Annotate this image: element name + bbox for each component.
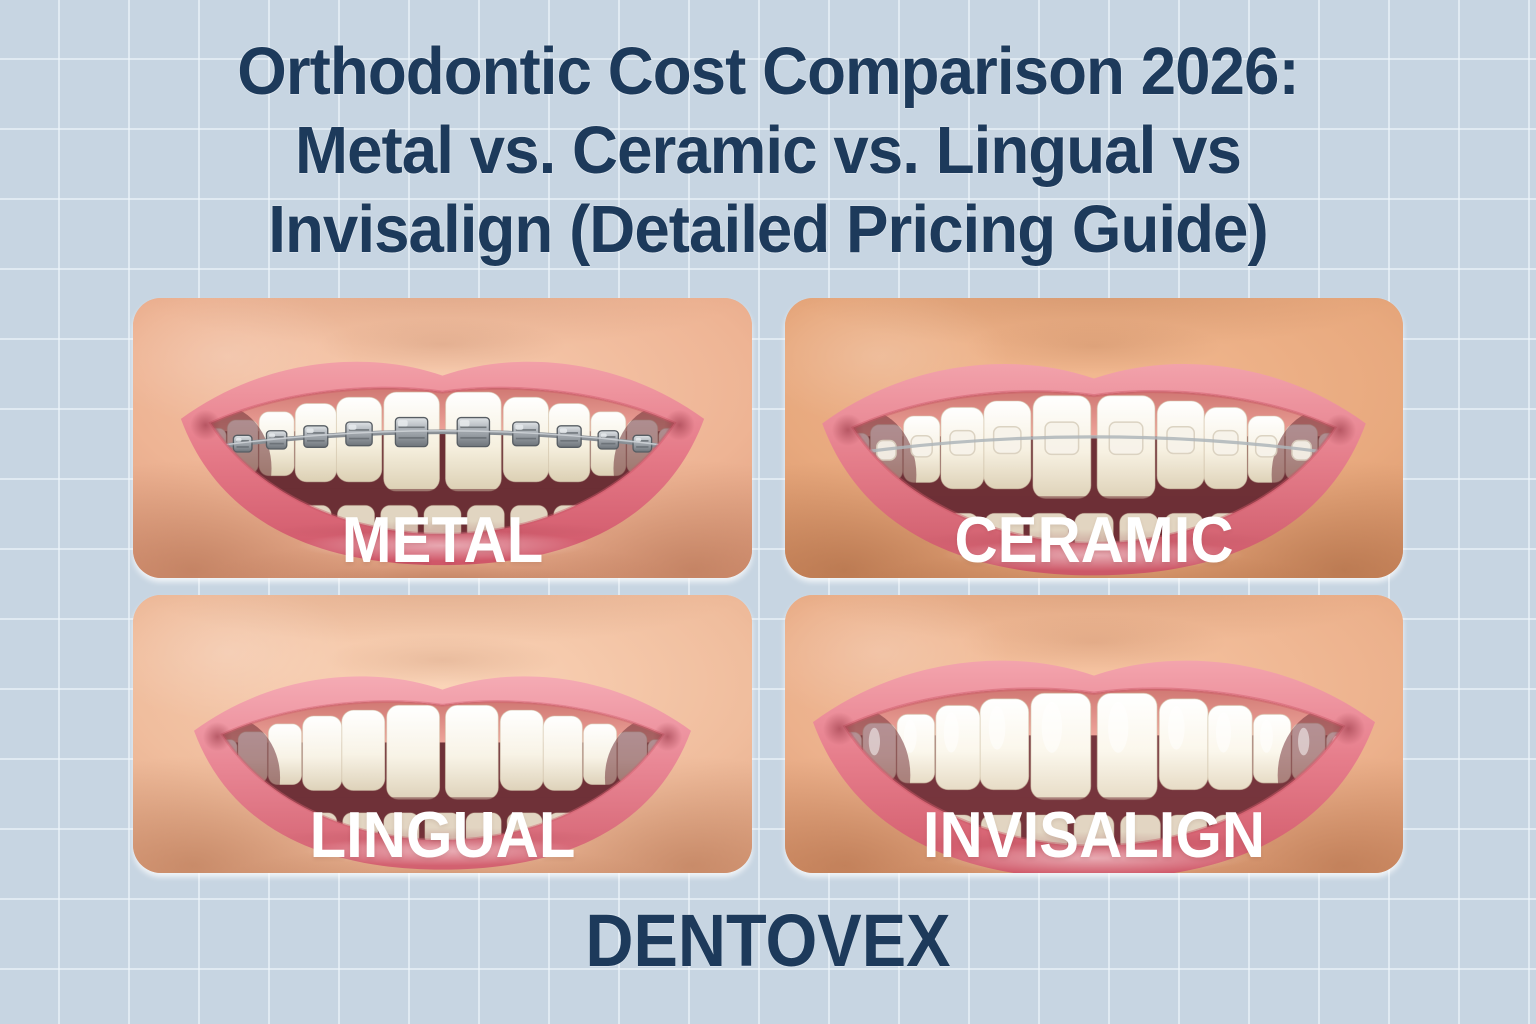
- panel-label-ceramic: CERAMIC: [954, 503, 1234, 576]
- panel-ceramic: CERAMIC: [785, 298, 1403, 578]
- panel-lingual: LINGUAL: [133, 595, 752, 873]
- page-title: Orthodontic Cost Comparison 2026: Metal …: [38, 32, 1497, 269]
- title-line-3: Invisalign (Detailed Pricing Guide): [268, 192, 1268, 267]
- title-line-2: Metal vs. Ceramic vs. Lingual vs: [295, 113, 1242, 188]
- panel-label-lingual: LINGUAL: [309, 798, 576, 871]
- comparison-grid: METAL CERAMIC: [133, 298, 1403, 873]
- photo-metal-braces-smile: [133, 298, 752, 578]
- panel-metal: METAL: [133, 298, 752, 578]
- panel-label-invisalign: INVISALIGN: [922, 798, 1266, 871]
- photo-invisalign-smile: [785, 595, 1403, 873]
- photo-lingual-braces-smile: [133, 595, 752, 873]
- photo-ceramic-braces-smile: [785, 298, 1403, 578]
- brand-logo: DENTOVEX: [585, 899, 951, 982]
- panel-label-metal: METAL: [341, 503, 544, 576]
- title-line-1: Orthodontic Cost Comparison 2026:: [237, 34, 1299, 109]
- panel-invisalign: INVISALIGN: [785, 595, 1403, 873]
